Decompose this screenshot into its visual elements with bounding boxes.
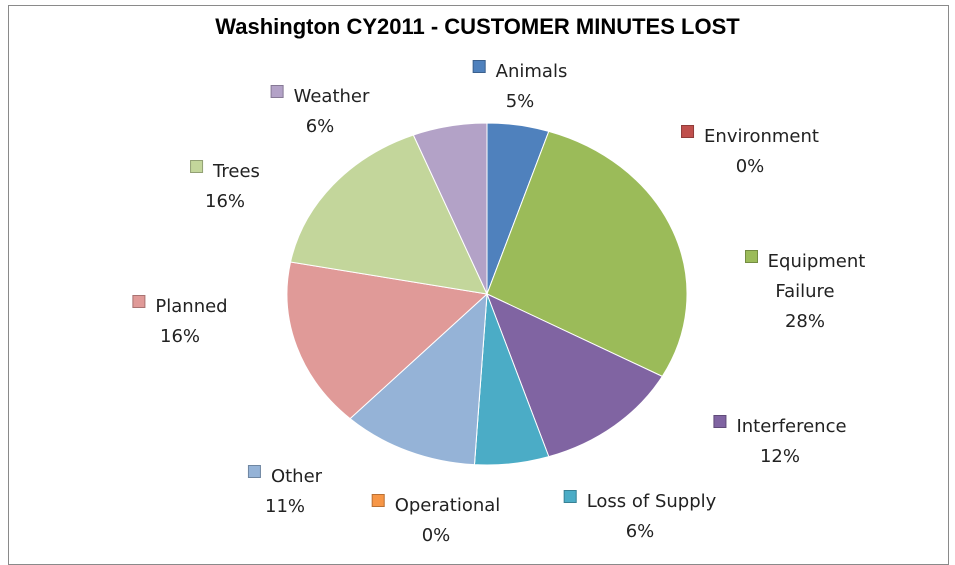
percent-label: 16% bbox=[159, 326, 201, 347]
pie bbox=[286, 122, 688, 466]
category-label: Loss of Supply bbox=[586, 491, 717, 512]
label-head: Trees bbox=[190, 157, 260, 187]
pie-slice bbox=[486, 130, 688, 378]
legend-swatch bbox=[681, 125, 695, 138]
percent-label: 12% bbox=[759, 446, 800, 467]
percent-label: 6% bbox=[625, 521, 655, 542]
label-head: Interference bbox=[713, 412, 847, 442]
legend-swatch bbox=[744, 250, 758, 263]
data-label: Planned 16% bbox=[132, 292, 228, 352]
data-label: Trees 16% bbox=[190, 157, 260, 217]
legend-swatch bbox=[472, 60, 486, 73]
data-label: Interference 12% bbox=[713, 412, 847, 472]
percent-label: 5% bbox=[505, 91, 535, 112]
chart-title: Washington CY2011 - CUSTOMER MINUTES LOS… bbox=[215, 14, 740, 39]
percent-label: 11% bbox=[264, 496, 306, 517]
pie-slice bbox=[289, 134, 488, 295]
legend-swatch bbox=[371, 494, 385, 507]
percent-label: 0% bbox=[421, 525, 451, 546]
label-head: Other bbox=[247, 462, 323, 492]
data-label: Equipment Failure 28% bbox=[735, 247, 875, 337]
data-label: Weather 6% bbox=[270, 82, 370, 142]
label-head: Operational bbox=[371, 491, 501, 521]
legend-swatch bbox=[563, 490, 577, 503]
label-head: Equipment Failure bbox=[735, 247, 875, 307]
label-head: Environment bbox=[681, 122, 819, 152]
pie-slice bbox=[486, 293, 663, 458]
percent-label: 16% bbox=[204, 191, 246, 212]
data-label: Environment 0% bbox=[681, 122, 819, 182]
pie-slice bbox=[412, 122, 488, 295]
category-label: Other bbox=[270, 466, 323, 487]
label-head: Weather bbox=[270, 82, 370, 112]
legend-swatch bbox=[132, 295, 146, 308]
percent-label: 6% bbox=[305, 116, 335, 137]
category-label: Animals bbox=[495, 61, 568, 82]
category-label: Weather bbox=[293, 86, 370, 107]
chart: Washington CY2011 - CUSTOMER MINUTES LOS… bbox=[8, 5, 949, 565]
legend-swatch bbox=[247, 465, 261, 478]
category-label: Operational bbox=[394, 495, 501, 516]
legend-swatch bbox=[190, 160, 204, 173]
legend-swatch bbox=[270, 85, 284, 98]
label-head: Planned bbox=[132, 292, 228, 322]
category-label: Environment bbox=[704, 126, 819, 147]
category-label: Equipment Failure bbox=[767, 251, 866, 302]
data-label: Animals 5% bbox=[472, 57, 568, 117]
legend-swatch bbox=[713, 415, 727, 428]
label-head: Animals bbox=[472, 57, 568, 87]
label-head: Loss of Supply bbox=[563, 487, 717, 517]
data-label: Other 11% bbox=[247, 462, 323, 522]
pie-slice bbox=[349, 292, 488, 466]
percent-label: 28% bbox=[784, 311, 825, 332]
category-label: Interference bbox=[736, 416, 847, 437]
data-label: Operational 0% bbox=[371, 491, 501, 551]
pie-slice bbox=[286, 261, 489, 420]
data-label: Loss of Supply 6% bbox=[563, 487, 717, 547]
percent-label: 0% bbox=[735, 156, 765, 177]
category-label: Trees bbox=[213, 161, 260, 182]
category-label: Planned bbox=[155, 296, 228, 317]
